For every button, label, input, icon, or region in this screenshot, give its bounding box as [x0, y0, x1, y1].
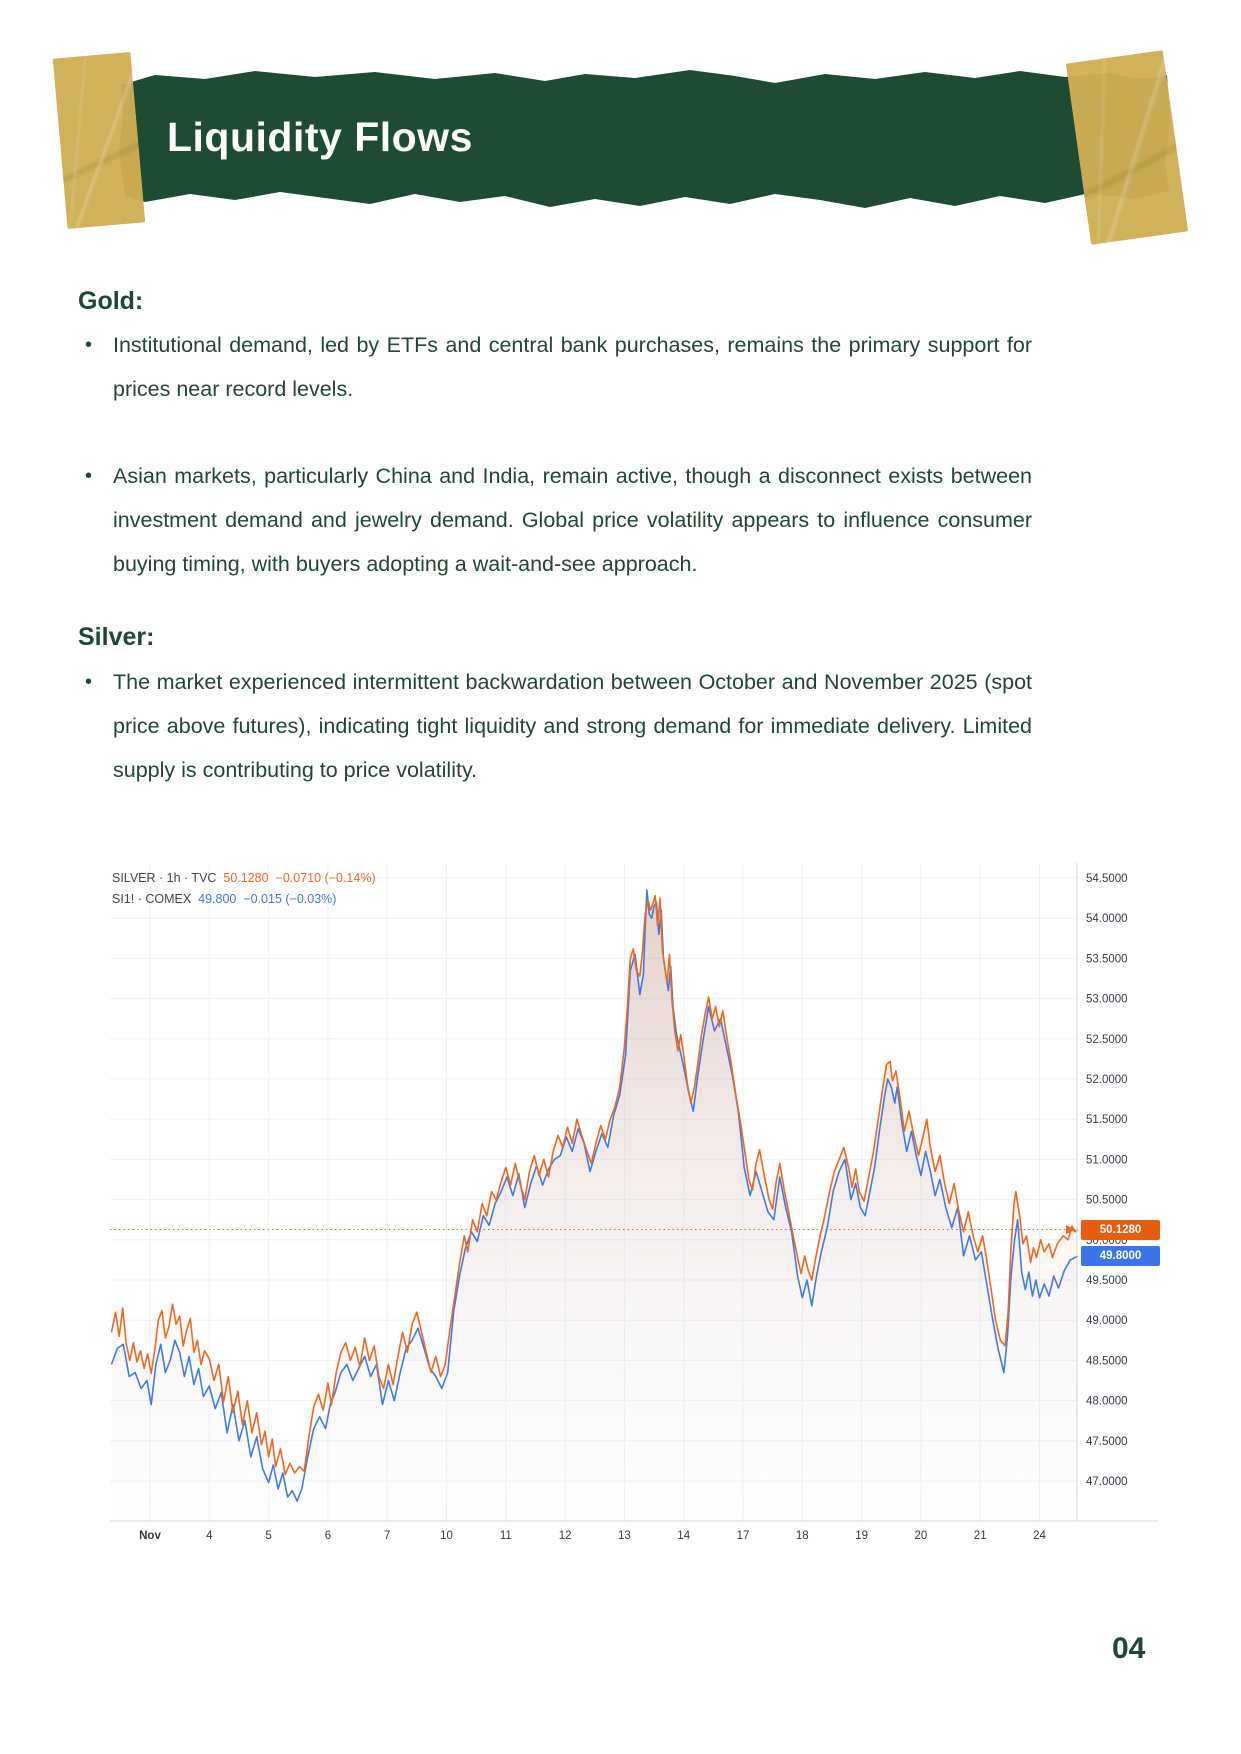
- list-item: • Institutional demand, led by ETFs and …: [78, 323, 1032, 411]
- silver-price-chart: 54.5000 54.0000 53.5000 53.0000 52.5000 52.00…: [100, 858, 1162, 1548]
- svg-text:48.0000: 48.0000: [1086, 1396, 1128, 1408]
- price-badge-futures: 49.8000: [1081, 1245, 1160, 1266]
- svg-text:4: 4: [206, 1530, 213, 1542]
- list-item: • The market experienced intermittent ba…: [78, 660, 1032, 792]
- bullet-text: The market experienced intermittent back…: [113, 670, 1032, 782]
- tape-decoration-left: [52, 51, 146, 230]
- list-item: • Asian markets, particularly China and …: [78, 454, 1032, 586]
- legend-row-futures: SI1! · COMEX 49.800 −0.015 (−0.03%): [112, 889, 376, 910]
- svg-text:Nov: Nov: [139, 1530, 161, 1542]
- symbol-label: SI1! · COMEX: [112, 892, 192, 906]
- svg-text:20: 20: [915, 1530, 928, 1542]
- svg-text:49.0000: 49.0000: [1086, 1315, 1128, 1327]
- svg-text:10: 10: [440, 1530, 453, 1542]
- svg-text:52.5000: 52.5000: [1086, 1034, 1128, 1046]
- bullet-icon: •: [85, 334, 93, 356]
- svg-text:24: 24: [1033, 1530, 1046, 1542]
- svg-text:52.0000: 52.0000: [1086, 1074, 1128, 1086]
- svg-text:47.0000: 47.0000: [1086, 1476, 1128, 1488]
- svg-text:51.0000: 51.0000: [1086, 1154, 1128, 1166]
- bullet-icon: •: [85, 465, 93, 487]
- bullet-text: Asian markets, particularly China and In…: [113, 464, 1032, 576]
- svg-text:54.0000: 54.0000: [1086, 913, 1128, 925]
- bullet-text: Institutional demand, led by ETFs and ce…: [113, 333, 1032, 401]
- last-price: 49.800: [198, 892, 237, 906]
- svg-text:54.5000: 54.5000: [1086, 873, 1128, 885]
- page-title: Liquidity Flows: [167, 114, 473, 160]
- price-badge-spot: 50.1280: [1081, 1219, 1160, 1240]
- svg-text:6: 6: [325, 1530, 331, 1542]
- svg-text:11: 11: [500, 1530, 512, 1542]
- section-heading-gold: Gold:: [78, 287, 144, 315]
- price-change: −0.015 (−0.03%): [243, 892, 337, 906]
- svg-text:7: 7: [384, 1530, 390, 1542]
- svg-text:51.5000: 51.5000: [1086, 1114, 1128, 1126]
- legend-row-spot: SILVER · 1h · TVC 50.1280 −0.0710 (−0.14…: [112, 868, 376, 889]
- svg-text:19: 19: [855, 1530, 868, 1542]
- svg-text:53.0000: 53.0000: [1086, 994, 1128, 1006]
- svg-text:49.5000: 49.5000: [1086, 1275, 1128, 1287]
- page-number: 04: [1112, 1632, 1146, 1665]
- svg-text:18: 18: [796, 1530, 809, 1542]
- price-change: −0.0710 (−0.14%): [275, 871, 376, 885]
- header-banner: Liquidity Flows: [115, 63, 1172, 212]
- svg-text:17: 17: [737, 1530, 750, 1542]
- svg-text:12: 12: [559, 1530, 572, 1542]
- chart-legend: SILVER · 1h · TVC 50.1280 −0.0710 (−0.14…: [112, 868, 376, 910]
- svg-text:53.5000: 53.5000: [1086, 953, 1128, 965]
- svg-text:13: 13: [618, 1530, 631, 1542]
- svg-text:47.5000: 47.5000: [1086, 1436, 1128, 1448]
- svg-text:48.5000: 48.5000: [1086, 1355, 1128, 1367]
- torn-paper-shape: [119, 70, 1170, 208]
- last-price: 50.1280: [223, 871, 269, 885]
- symbol-label: SILVER · 1h · TVC: [112, 871, 217, 885]
- svg-text:5: 5: [265, 1530, 271, 1542]
- svg-text:50.5000: 50.5000: [1086, 1195, 1128, 1207]
- section-heading-silver: Silver:: [78, 623, 155, 651]
- bullet-icon: •: [85, 671, 93, 693]
- svg-text:21: 21: [974, 1530, 987, 1542]
- svg-text:14: 14: [677, 1530, 690, 1542]
